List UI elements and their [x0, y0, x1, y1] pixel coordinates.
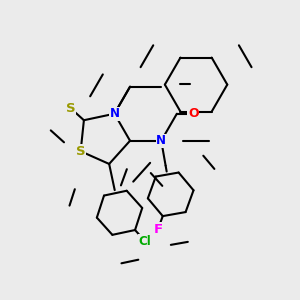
Text: F: F [153, 223, 162, 236]
Text: O: O [188, 107, 199, 120]
Text: S: S [76, 145, 86, 158]
Text: S: S [66, 102, 76, 115]
Text: Cl: Cl [139, 235, 152, 248]
Text: N: N [156, 134, 166, 147]
Text: N: N [110, 107, 119, 120]
